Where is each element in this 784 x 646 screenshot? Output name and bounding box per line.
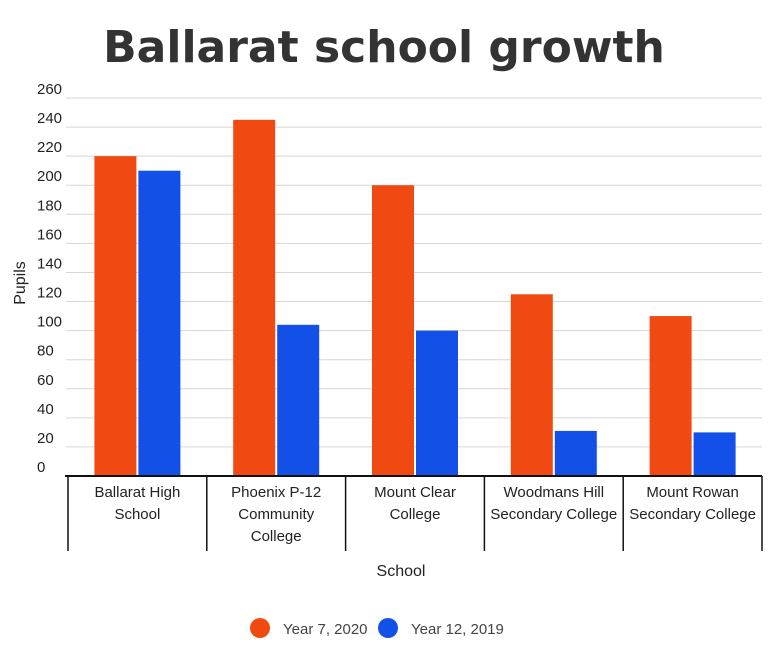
y-tick-label: 220 [37, 139, 62, 156]
y-tick-label: 160 [37, 226, 62, 243]
y-tick-label: 80 [37, 343, 54, 360]
y-tick-label: 40 [37, 401, 54, 418]
legend: Year 7, 2020 Year 12, 2019 [250, 618, 504, 638]
bars [94, 119, 736, 477]
y-tick-label: 260 [37, 81, 62, 98]
legend-label: Year 12, 2019 [411, 621, 504, 638]
x-axis-label: School [377, 563, 426, 580]
y-tick-label: 20 [37, 430, 54, 447]
bar [372, 185, 414, 476]
x-tick-label: Secondary College [629, 506, 756, 523]
x-tick-label: College [390, 506, 441, 523]
y-tick-label: 240 [37, 110, 62, 127]
x-tick-label: Secondary College [490, 506, 617, 523]
bar [233, 119, 276, 477]
y-tick-label: 200 [37, 168, 62, 185]
y-axis-ticks: 0 20 40 60 80 100 120 140 160 180 200 220 240 260 [37, 81, 62, 476]
x-tick-label: Woodmans Hill [504, 484, 605, 501]
legend-swatch [250, 618, 270, 638]
x-tick-label: Ballarat High [94, 484, 180, 501]
chart-title: Ballarat school growth [103, 22, 665, 73]
legend-label: Year 7, 2020 [283, 621, 368, 638]
bar [94, 156, 137, 476]
y-axis-label: Pupils [12, 261, 29, 305]
y-tick-label: 140 [37, 255, 62, 272]
y-tick-label: 180 [37, 197, 62, 214]
x-axis: Ballarat High School Phoenix P-12 Community… [65, 475, 763, 551]
bar [277, 324, 320, 476]
y-tick-label: 100 [37, 314, 62, 331]
bar [416, 330, 458, 476]
bar [138, 170, 181, 476]
x-tick-label: College [251, 528, 302, 545]
x-tick-label: Community [238, 506, 314, 523]
x-tick-label: Mount Clear [374, 484, 456, 501]
bar [693, 432, 736, 476]
y-tick-label: 0 [37, 459, 45, 476]
y-tick-label: 60 [37, 372, 54, 389]
x-tick-label: Phoenix P-12 [231, 484, 321, 501]
x-tick-label: School [114, 506, 160, 523]
y-tick-label: 120 [37, 285, 62, 302]
legend-swatch [378, 618, 398, 638]
bar [649, 316, 692, 476]
bar [510, 294, 553, 476]
x-tick-label: Mount Rowan [646, 484, 739, 501]
bar [554, 430, 597, 476]
